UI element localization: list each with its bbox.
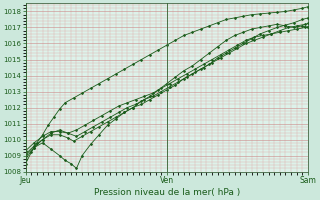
X-axis label: Pression niveau de la mer( hPa ): Pression niveau de la mer( hPa ) — [94, 188, 240, 197]
